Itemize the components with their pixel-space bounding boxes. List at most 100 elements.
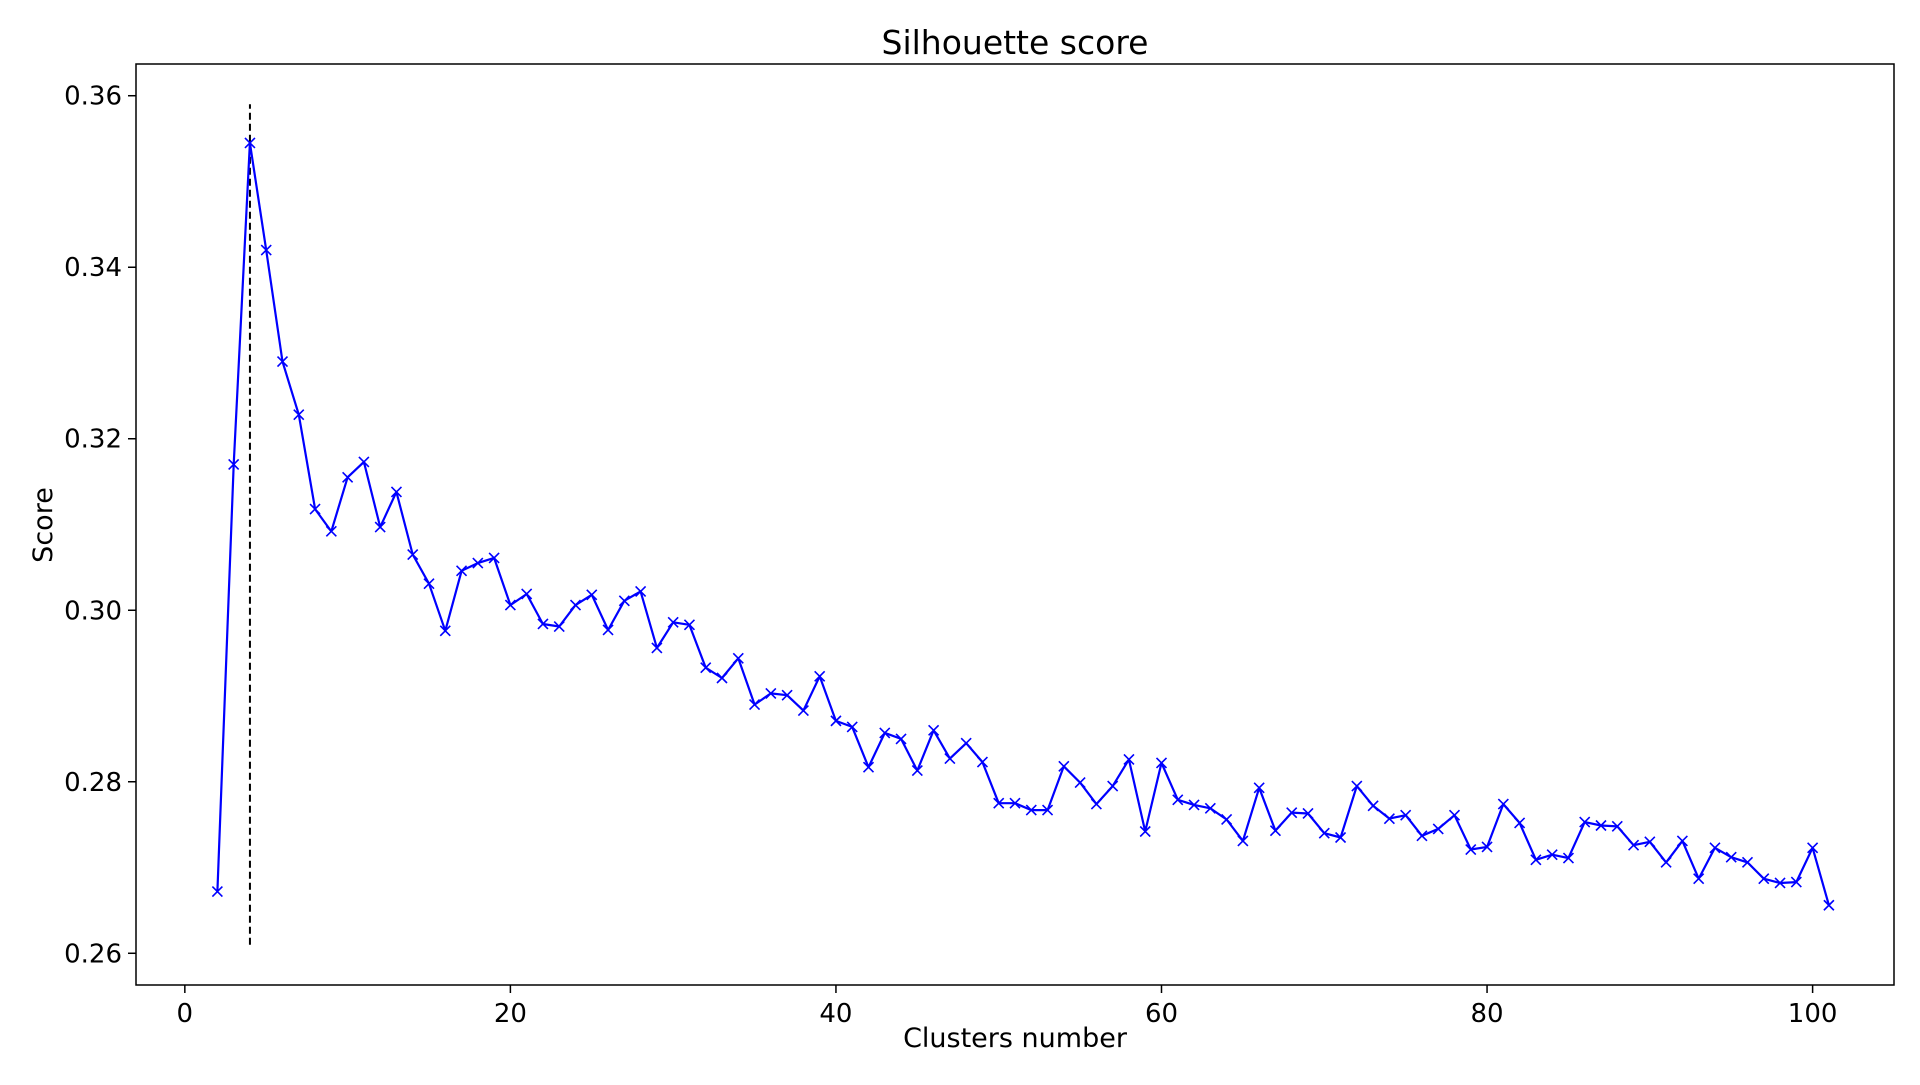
data-point-marker [1774,877,1786,889]
data-point-marker [1123,753,1135,766]
data-point-marker [1383,813,1395,825]
data-point-marker [797,705,809,717]
data-point-marker [1188,799,1200,811]
data-point-marker [1497,798,1509,810]
data-point-marker [911,765,923,777]
data-point-marker [1286,807,1298,819]
data-point-marker [504,599,516,611]
y-tick-label: 0.32 [64,425,122,455]
data-point-marker [618,595,630,607]
data-point-marker [814,670,826,682]
data-point-marker [879,727,891,739]
data-point-marker [1676,835,1688,847]
data-point-marker [276,356,289,368]
data-point-marker [260,244,272,256]
data-point-marker [700,662,712,674]
data-point-marker [1009,797,1021,809]
data-point-marker [1627,839,1640,851]
data-point-marker [1807,842,1819,854]
chart-title: Silhouette score [882,23,1149,62]
data-point-marker [1090,798,1102,810]
data-point-marker [1741,856,1754,868]
data-point-marker [472,557,484,569]
x-tick-label: 100 [1788,999,1838,1029]
data-point-marker [586,589,598,601]
y-tick-label: 0.34 [64,253,122,283]
data-point-marker [342,471,354,483]
data-point-marker [732,652,744,664]
data-point-marker [228,458,240,471]
data-point-marker [211,885,223,898]
data-point-marker [683,619,696,631]
data-point-marker [830,715,842,727]
data-point-marker [1025,804,1037,816]
data-point-marker [309,503,321,515]
data-point-marker [1823,899,1835,911]
data-point-marker [765,687,777,700]
data-point-marker [1416,830,1428,842]
x-axis-label: Clusters number [903,1023,1128,1054]
y-axis-label: Score [28,487,59,563]
data-point-marker [553,620,565,633]
data-point-marker [960,737,972,749]
data-point-marker [374,521,386,533]
data-point-marker [1660,856,1672,868]
y-tick-label: 0.36 [64,82,122,112]
data-point-marker [390,486,403,498]
data-point-marker [1611,820,1623,832]
data-point-marker [1302,807,1314,820]
data-point-marker [976,756,989,768]
data-point-marker [521,588,533,600]
data-point-marker [716,672,728,684]
data-point-marker [1562,852,1575,864]
data-point-marker [781,689,793,701]
data-point-marker [1074,777,1086,789]
data-point-marker [651,642,663,654]
data-point-marker [439,625,451,637]
data-point-marker [1139,825,1151,838]
data-point-marker [862,761,875,773]
data-point-marker [293,409,305,421]
y-tick-label: 0.30 [64,596,122,626]
data-point-marker [325,525,337,537]
data-point-marker [488,552,500,564]
data-point-marker [1041,804,1054,816]
data-point-marker [1432,823,1444,835]
data-point-marker [1351,780,1363,792]
data-point-marker [358,456,370,468]
data-point-marker [928,724,940,736]
data-point-marker [1595,819,1607,832]
data-point-marker [1334,831,1347,844]
data-point-marker [537,618,549,630]
data-point-marker [944,753,956,765]
data-point-marker [407,548,419,561]
plot-frame [135,63,1895,986]
series-line [216,141,1830,906]
data-point-marker [1579,816,1591,828]
y-tick-label: 0.26 [64,939,122,969]
plot-area [211,104,1835,945]
data-point-marker [423,578,435,590]
data-point-marker [244,137,256,149]
data-point-marker [895,733,907,745]
data-point-marker [1400,809,1412,821]
data-point-marker [1269,825,1282,837]
axis-ticks: 0 20 40 60 80 100 0.26 0.28 0.30 0.32 0.34 0.36 [64,82,1837,1029]
data-point-marker [1058,760,1070,772]
data-point-marker [1709,842,1721,854]
data-point-marker [1318,827,1330,839]
data-point-marker [1172,794,1184,806]
x-tick-label: 0 [177,999,194,1029]
data-point-marker [1107,780,1119,792]
x-tick-label: 60 [1145,999,1178,1029]
data-point-marker [667,616,679,628]
data-point-marker [1204,802,1216,814]
data-point-marker [1644,836,1656,848]
data-point-marker [1530,854,1542,866]
data-point-marker [1253,782,1265,794]
data-point-marker [1514,817,1526,829]
data-point-marker [1237,835,1249,847]
data-point-marker [1725,851,1737,863]
